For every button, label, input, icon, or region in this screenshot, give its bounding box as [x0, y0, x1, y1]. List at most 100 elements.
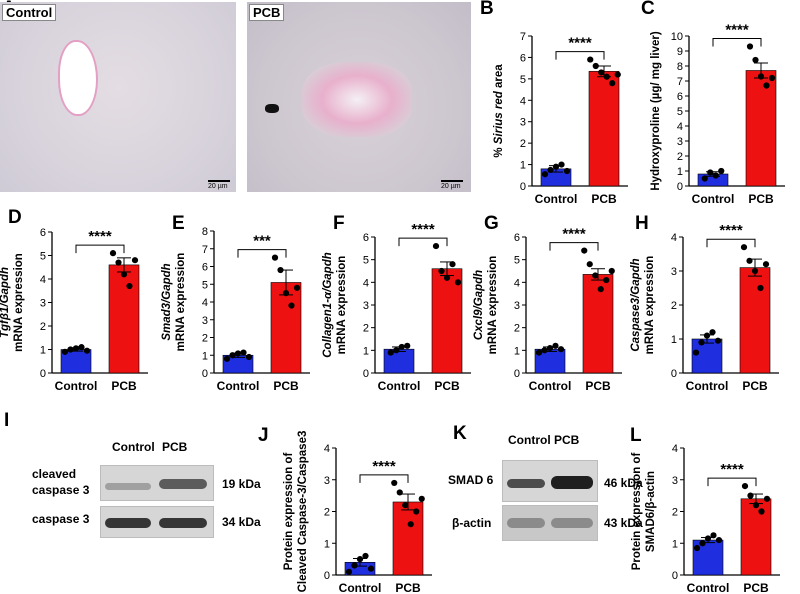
blot-i-column-control: Control — [112, 440, 155, 454]
data-point — [768, 74, 776, 82]
data-point — [351, 562, 358, 569]
blot-k-column-pcb: PCB — [554, 433, 580, 447]
data-point — [413, 508, 420, 515]
data-point — [407, 521, 414, 528]
significance-bracket — [398, 237, 448, 247]
y-axis-label: mRNA expression — [336, 256, 348, 355]
y-axis-label-part: Cleaved Caspase-3/Caspase3 — [297, 431, 309, 593]
x-tick-label: PCB — [591, 192, 617, 206]
data-point — [288, 302, 295, 309]
data-point — [747, 492, 754, 499]
data-point — [586, 261, 593, 268]
y-axis-label-part: % — [493, 144, 505, 157]
y-axis-label: Protein expression of — [631, 453, 643, 571]
data-point — [83, 347, 91, 354]
significance-bracket — [549, 242, 599, 251]
scale-label: 20 µm — [208, 183, 228, 190]
data-point — [692, 349, 700, 356]
data-point — [393, 347, 400, 354]
significance-bracket — [707, 477, 757, 487]
data-point — [109, 250, 117, 257]
y-tick-label: 3 — [677, 136, 683, 148]
y-tick-label: 7 — [202, 244, 208, 256]
y-axis-label-part: mRNA expression — [644, 256, 656, 355]
y-tick-label: 1 — [520, 160, 526, 172]
y-tick-label: 1 — [324, 538, 330, 550]
significance-stars: **** — [568, 35, 592, 52]
scale-bar — [441, 180, 463, 182]
scale-bar — [208, 180, 230, 182]
panel-label-d: D — [8, 207, 22, 228]
panel-label-j: J — [258, 425, 269, 446]
blot-i-row-label: caspase 3 — [32, 512, 90, 526]
y-axis-label-part: mRNA expression — [175, 253, 187, 352]
data-point — [741, 483, 749, 490]
panel-label-b: B — [480, 0, 494, 19]
data-point — [391, 479, 398, 487]
y-axis-label-part: Cxcl9/Gapdh — [473, 270, 485, 340]
y-axis-label: Hydroxyproline (µg/ mg liver) — [650, 31, 662, 191]
y-tick-label: 10 — [671, 31, 683, 43]
data-point — [603, 73, 610, 80]
micrograph-control: Control 20 µm — [0, 2, 236, 192]
blot-k-size-label: 43 kDa — [604, 516, 643, 530]
x-tick-label: Control — [378, 379, 421, 393]
x-tick-label: PCB — [748, 192, 774, 206]
y-tick-label: 6 — [514, 232, 520, 244]
significance-stars: **** — [719, 222, 743, 239]
y-tick-label: 0 — [677, 181, 683, 193]
y-axis-label: Cxcl9/Gapdh — [473, 270, 485, 340]
band — [507, 479, 545, 488]
blot-i-row-label: cleaved caspase 3 — [32, 467, 90, 497]
blot-k-size-label: 46 kDa — [604, 476, 643, 490]
y-axis-label-part: SMAD6/β-actin — [645, 471, 657, 552]
y-tick-label: 3 — [671, 266, 677, 278]
y-axis-label: SMAD6/β-actin — [645, 471, 657, 552]
y-axis-label-part: mRNA expression — [487, 256, 499, 355]
y-tick-label: 8 — [677, 61, 683, 73]
bar-control — [691, 338, 723, 374]
y-tick-label: 4 — [520, 95, 526, 107]
data-point — [404, 342, 411, 349]
y-axis-label-part: Protein expression of — [631, 453, 643, 571]
significance-bracket — [237, 249, 287, 258]
data-point — [746, 43, 754, 50]
data-point — [608, 267, 615, 275]
y-tick-label: 8 — [202, 226, 208, 238]
data-point — [418, 495, 425, 502]
data-point — [693, 544, 701, 552]
y-tick-label: 4 — [363, 277, 369, 289]
x-tick-label: Control — [686, 379, 729, 393]
data-point — [67, 346, 74, 353]
y-tick-label: 1 — [363, 345, 369, 357]
y-axis-label: mRNA expression — [13, 253, 25, 352]
significance-stars: **** — [725, 22, 749, 39]
y-axis-label: % Sirius red area — [493, 64, 505, 158]
significance-bracket — [359, 474, 409, 483]
bar-pcb — [392, 501, 424, 576]
y-axis-label: mRNA expression — [487, 256, 499, 355]
blot-k-row-label: β-actin — [452, 516, 492, 530]
panel-label-i: I — [4, 410, 10, 431]
y-tick-label: 6 — [40, 227, 46, 239]
y-tick-label: 2 — [677, 151, 683, 163]
y-tick-label: 3 — [363, 300, 369, 312]
data-point — [234, 350, 242, 357]
y-tick-label: 0 — [514, 368, 520, 380]
y-tick-label: 6 — [677, 91, 683, 103]
y-axis-label: Collagen1-α/Gapdh — [322, 252, 334, 358]
chart-c: 0 1 2 3 4 5 6 7 8 9 10 Control PCB **** Hydroxyproline… — [650, 22, 785, 206]
panel-label-k: K — [453, 423, 467, 444]
y-tick-label: 0 — [363, 368, 369, 380]
data-point — [61, 348, 69, 355]
scale-label: 20 µm — [441, 183, 461, 190]
blot-k-row-label: SMAD 6 — [448, 473, 494, 487]
data-point — [709, 329, 716, 336]
chart-h: 0 1 2 3 4 Control PCB **** Caspase3/Gapdh mRNA ex… — [630, 222, 779, 393]
data-point — [614, 71, 621, 78]
significance-stars: **** — [88, 228, 112, 245]
y-axis-label: mRNA expression — [175, 253, 187, 352]
y-axis-label-part: Protein expression of — [283, 453, 295, 571]
data-point — [762, 261, 770, 268]
y-tick-label: 3 — [672, 475, 678, 487]
